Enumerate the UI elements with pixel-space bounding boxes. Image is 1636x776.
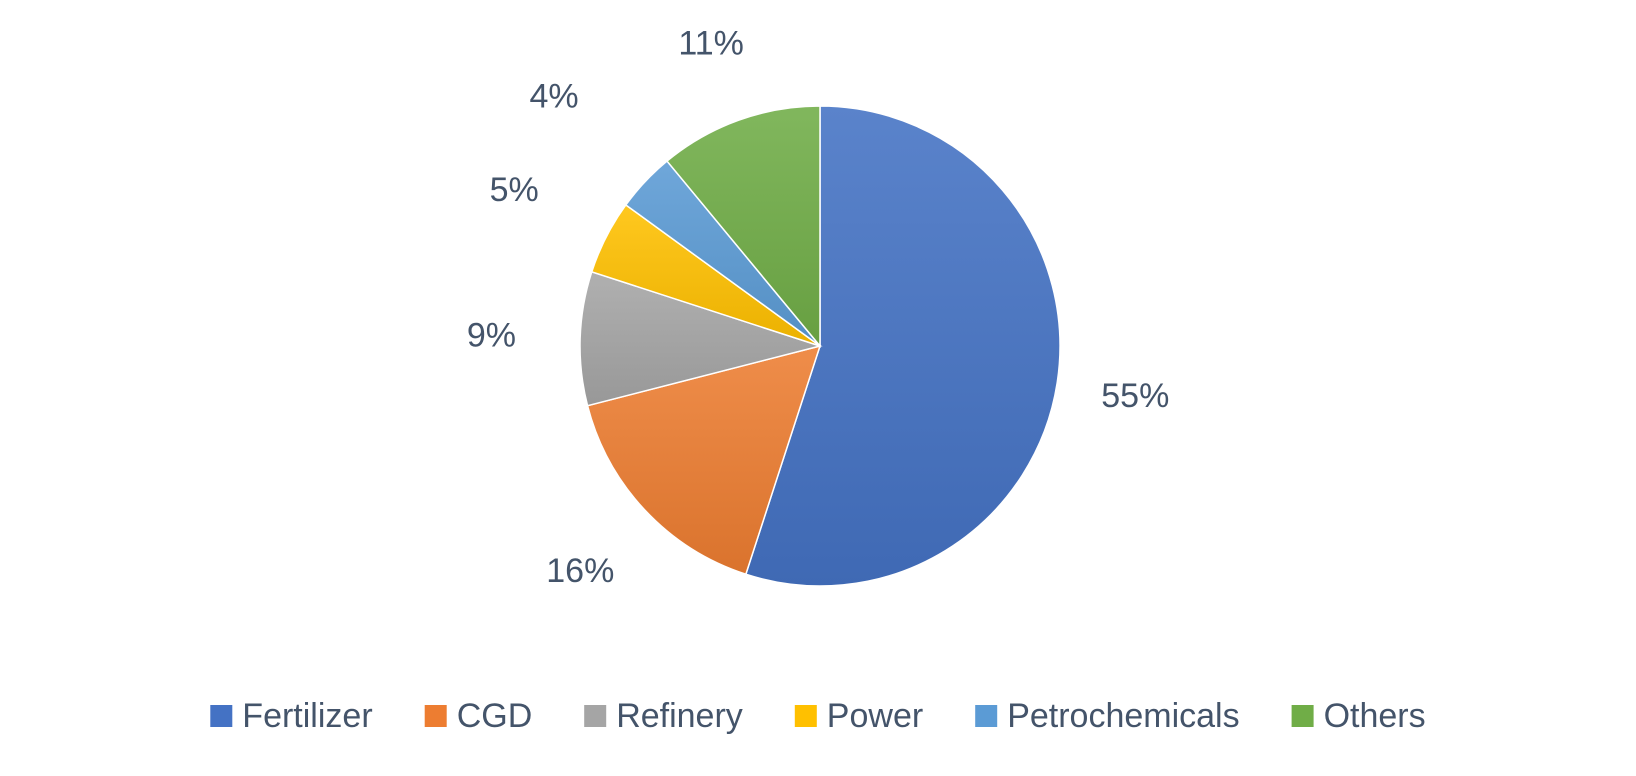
legend-label-others: Others <box>1324 697 1426 735</box>
legend-swatch-power <box>794 705 817 727</box>
legend-swatch-petrochemicals <box>975 705 998 727</box>
slice-cgd <box>586 344 822 576</box>
legend-item-power: Power <box>794 697 923 735</box>
legend: Fertilizer CGD Refinery Power Petrochemicals… <box>210 697 1426 735</box>
legend-item-others: Others <box>1291 697 1426 735</box>
legend-label-petrochemicals: Petrochemicals <box>1007 697 1239 735</box>
legend-swatch-fertilizer <box>210 705 233 727</box>
data-label-petrochemicals: 4% <box>530 77 579 115</box>
data-label-others: 11% <box>678 24 744 62</box>
data-labels: 55% 16% 9% 5% 4% 11% <box>467 24 1170 590</box>
legend-item-cgd: CGD <box>424 697 533 735</box>
legend-swatch-cgd <box>424 705 447 727</box>
legend-item-refinery: Refinery <box>584 697 743 735</box>
legend-swatch-others <box>1291 705 1314 727</box>
legend-label-power: Power <box>827 697 923 735</box>
legend-item-petrochemicals: Petrochemicals <box>975 697 1240 735</box>
legend-label-fertilizer: Fertilizer <box>242 697 372 735</box>
pie-slices <box>579 105 1061 587</box>
legend-label-refinery: Refinery <box>616 697 743 735</box>
slice-others <box>665 105 821 349</box>
legend-swatch-refinery <box>584 705 607 727</box>
data-label-fertilizer: 55% <box>1101 377 1169 415</box>
legend-label-cgd: CGD <box>457 697 533 735</box>
data-label-power: 5% <box>490 171 539 209</box>
data-label-cgd: 16% <box>546 552 614 590</box>
slice-fertilizer <box>744 105 1061 587</box>
data-label-refinery: 9% <box>467 317 516 355</box>
slice-refinery <box>579 270 823 407</box>
legend-item-fertilizer: Fertilizer <box>210 697 373 735</box>
